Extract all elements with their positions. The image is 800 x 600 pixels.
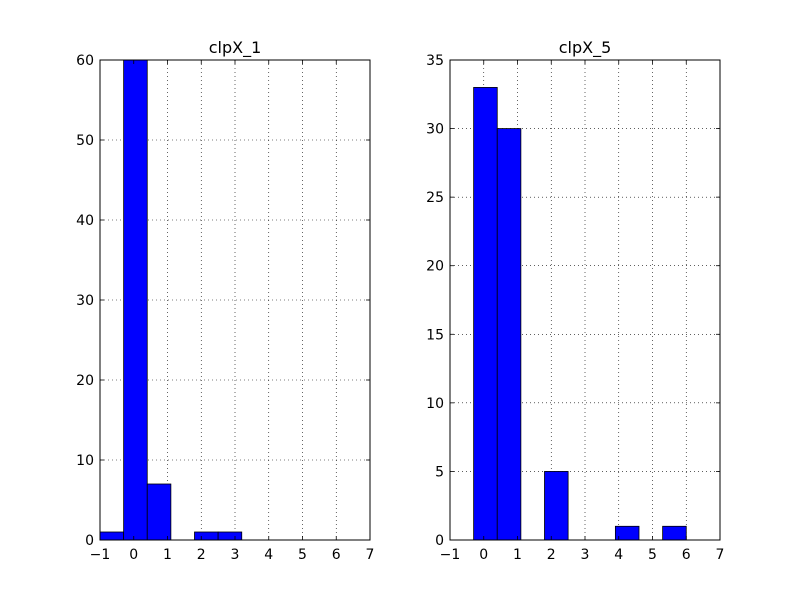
histogram-bar — [544, 471, 569, 541]
y-tick-label: 20 — [426, 259, 444, 275]
x-tick-label: 6 — [682, 547, 691, 563]
x-tick-label: 1 — [163, 547, 172, 563]
y-tick-label: 40 — [76, 213, 94, 229]
y-tick-label: 20 — [76, 373, 94, 389]
x-tick-label: 5 — [298, 547, 307, 563]
x-tick-label: 2 — [197, 547, 206, 563]
y-tick-label: 15 — [426, 327, 444, 343]
y-tick-label: 30 — [76, 293, 94, 309]
y-tick-label: 10 — [76, 453, 94, 469]
x-tick-label: 2 — [547, 547, 556, 563]
y-tick-label: 25 — [426, 190, 444, 206]
y-tick-label: 0 — [85, 533, 94, 549]
chart-title: clpX_1 — [209, 38, 262, 58]
x-tick-label: −1 — [440, 547, 461, 563]
x-tick-label: −1 — [90, 547, 111, 563]
x-tick-label: 5 — [648, 547, 657, 563]
histogram-bar — [473, 87, 498, 541]
x-tick-label: 0 — [479, 547, 488, 563]
histogram-bar — [662, 525, 687, 541]
x-tick-label: 4 — [264, 547, 273, 563]
y-tick-label: 60 — [76, 53, 94, 69]
histogram-bar — [146, 483, 172, 541]
x-tick-label: 1 — [513, 547, 522, 563]
histogram-bar — [496, 128, 522, 541]
x-tick-label: 3 — [231, 547, 240, 563]
y-tick-label: 0 — [435, 533, 444, 549]
x-tick-label: 7 — [716, 547, 725, 563]
x-tick-label: 0 — [129, 547, 138, 563]
histogram-bar — [123, 59, 148, 541]
y-tick-label: 50 — [76, 133, 94, 149]
x-tick-label: 6 — [332, 547, 341, 563]
x-tick-label: 7 — [366, 547, 375, 563]
y-tick-label: 5 — [435, 464, 444, 480]
histogram-bar — [217, 531, 243, 541]
y-tick-label: 30 — [426, 122, 444, 138]
y-tick-label: 10 — [426, 396, 444, 412]
x-tick-label: 3 — [581, 547, 590, 563]
chart-title: clpX_5 — [559, 38, 612, 58]
x-tick-label: 4 — [614, 547, 623, 563]
histogram-bar — [99, 531, 125, 541]
histogram-bar — [194, 531, 219, 541]
y-tick-label: 35 — [426, 53, 444, 69]
